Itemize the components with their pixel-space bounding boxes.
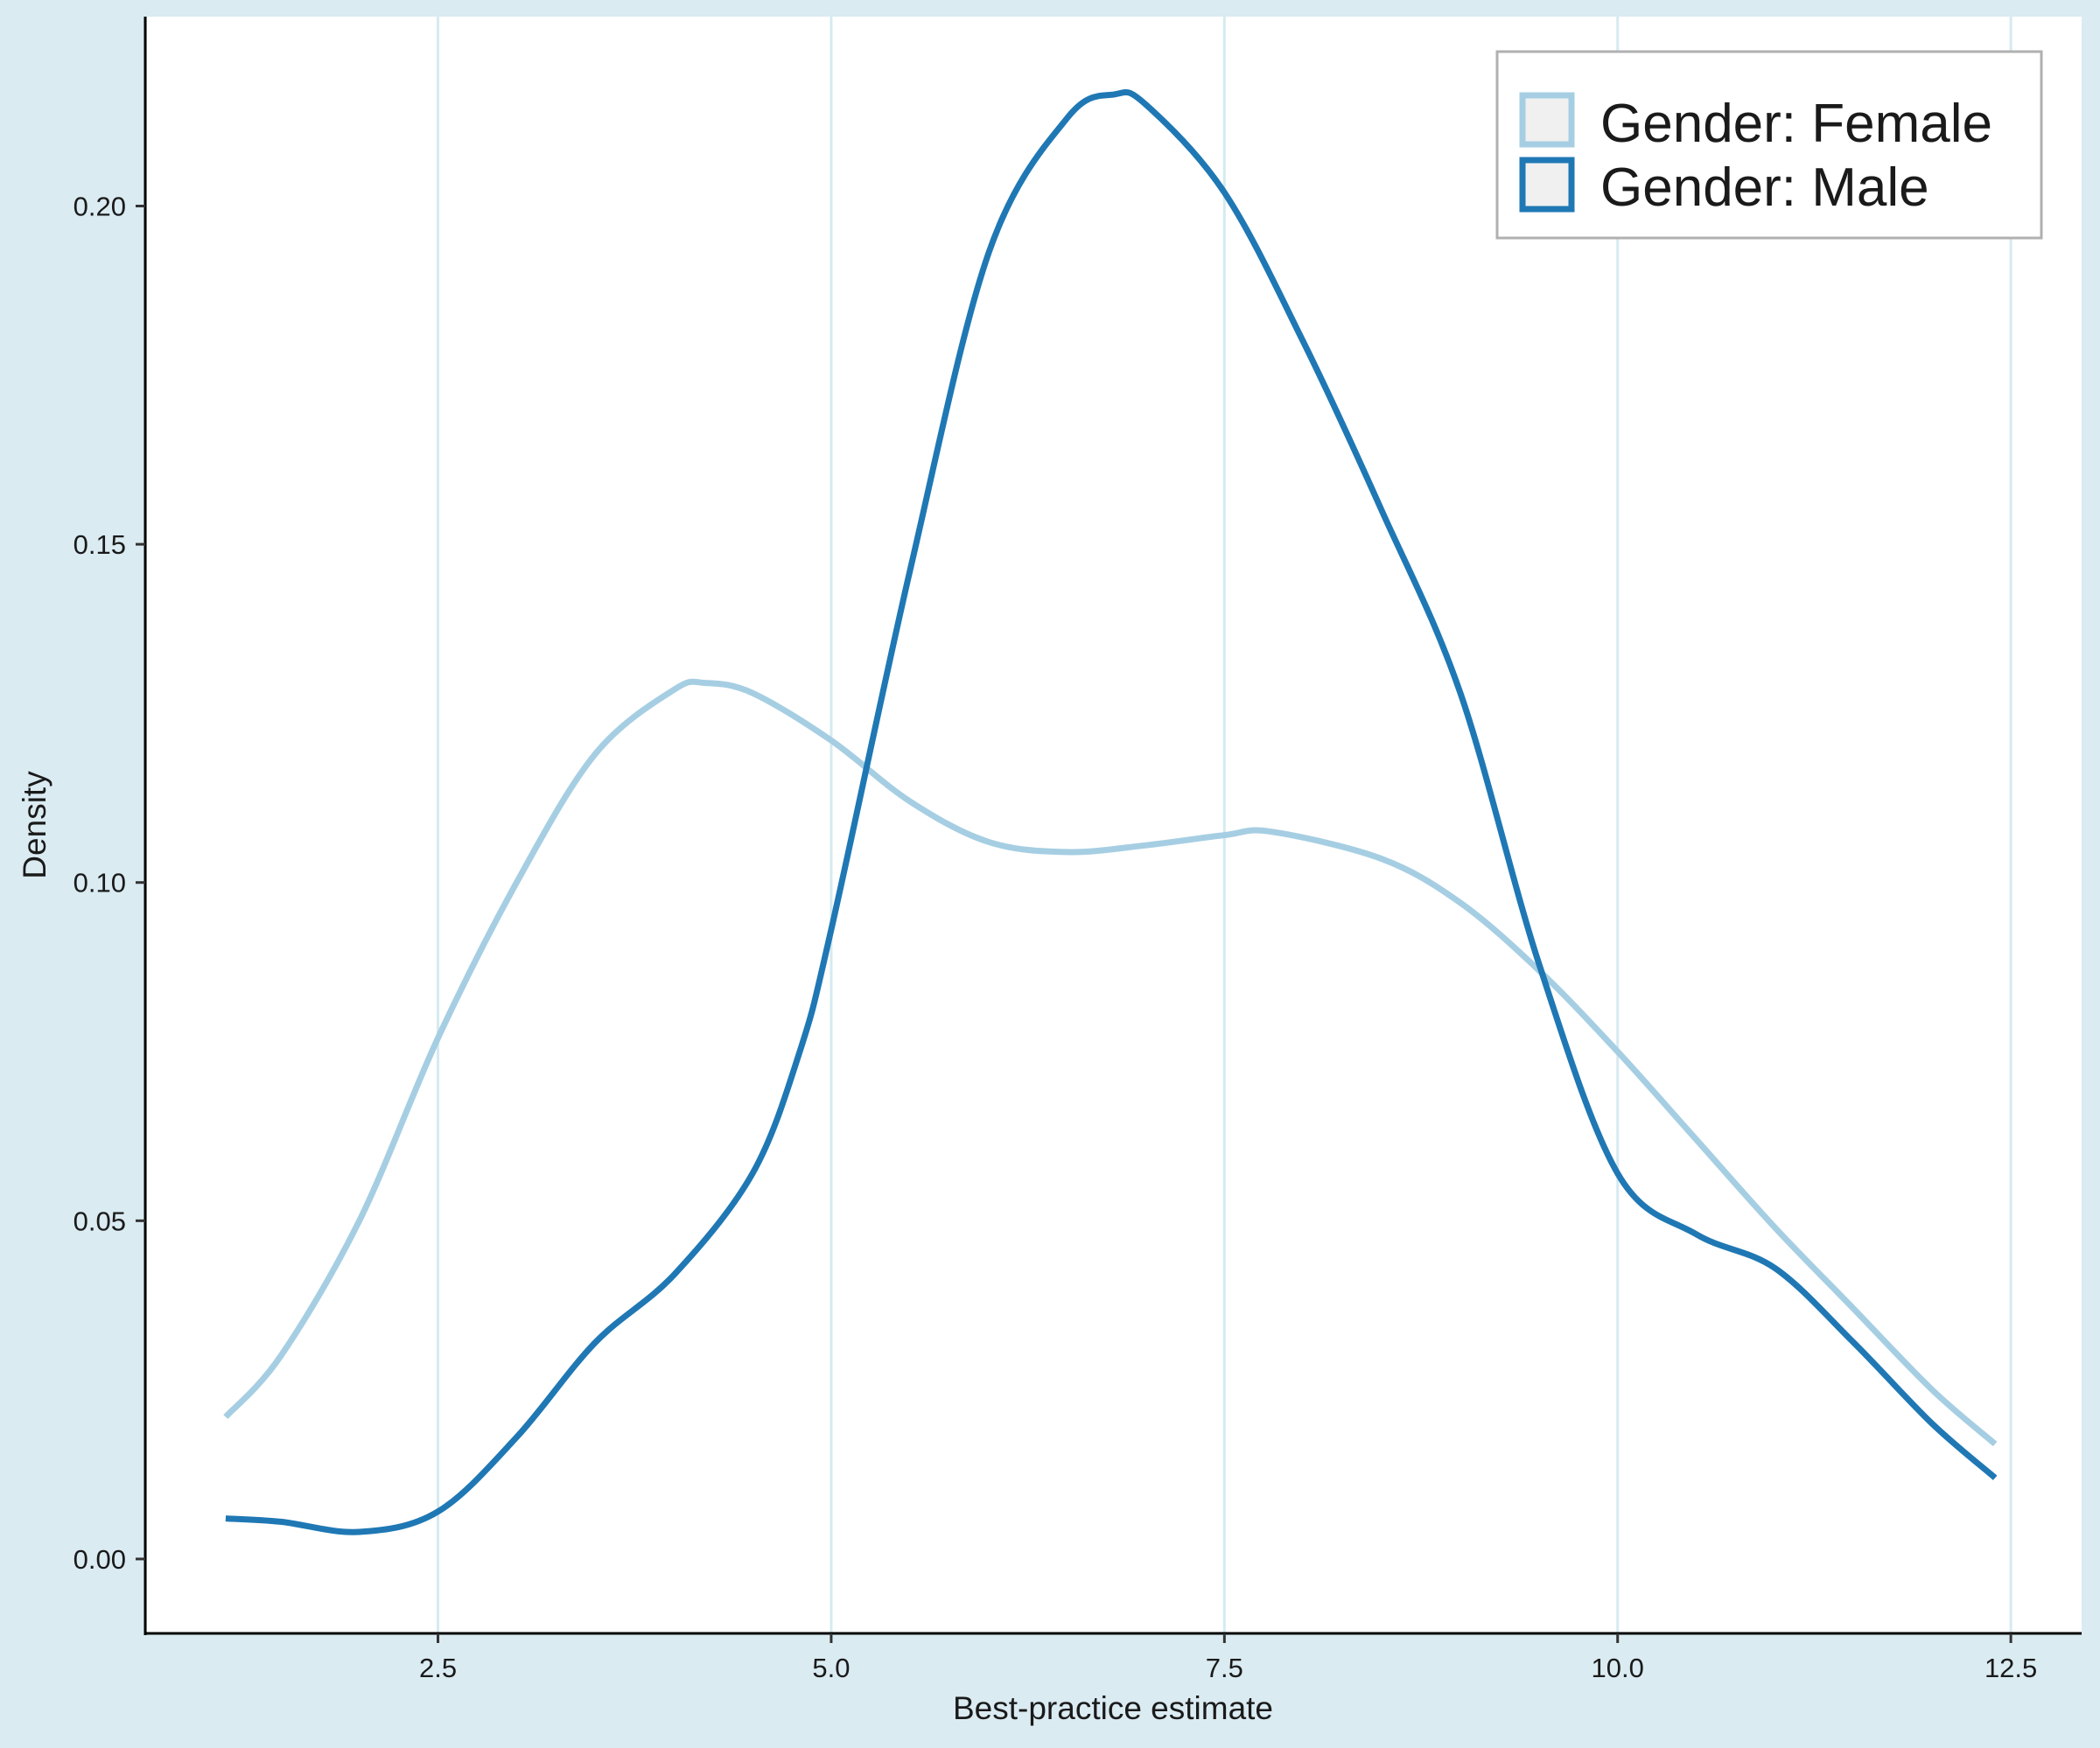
series-layer bbox=[223, 89, 1998, 1535]
series-line-male bbox=[225, 89, 1998, 1535]
x-tick-label: 7.5 bbox=[1206, 1653, 1243, 1683]
series-line-female bbox=[223, 678, 1998, 1447]
legend-label-male: Gender: Male bbox=[1600, 157, 1929, 218]
y-tick-label: 0.00 bbox=[74, 1544, 126, 1575]
y-tick-label: 0.20 bbox=[74, 192, 126, 222]
legend-key-male bbox=[1519, 157, 1575, 213]
x-axis-ticks: 2.5 5.0 7.5 10.0 12.5 bbox=[419, 1633, 2037, 1683]
y-axis-title: Density bbox=[17, 771, 52, 879]
legend-label-female: Gender: Female bbox=[1600, 94, 1992, 154]
x-tick-label: 2.5 bbox=[419, 1653, 457, 1683]
y-axis-ticks: 0.00 0.05 0.10 0.15 0.20 bbox=[74, 192, 145, 1575]
x-tick-label: 5.0 bbox=[812, 1653, 850, 1683]
x-tick-label: 10.0 bbox=[1592, 1653, 1644, 1683]
y-tick-label: 0.05 bbox=[74, 1206, 126, 1236]
gridlines bbox=[437, 17, 2012, 1633]
y-tick-label: 0.15 bbox=[74, 529, 126, 560]
legend-key-female bbox=[1519, 92, 1575, 148]
y-tick-label: 0.10 bbox=[74, 868, 126, 898]
x-tick-label: 12.5 bbox=[1984, 1653, 2037, 1683]
legend-box bbox=[1495, 50, 2043, 240]
plot-panel bbox=[147, 17, 2082, 1633]
legend: Gender: Female Gender: Male bbox=[1495, 50, 2043, 240]
x-axis-title: Best-practice estimate bbox=[953, 1690, 1273, 1726]
